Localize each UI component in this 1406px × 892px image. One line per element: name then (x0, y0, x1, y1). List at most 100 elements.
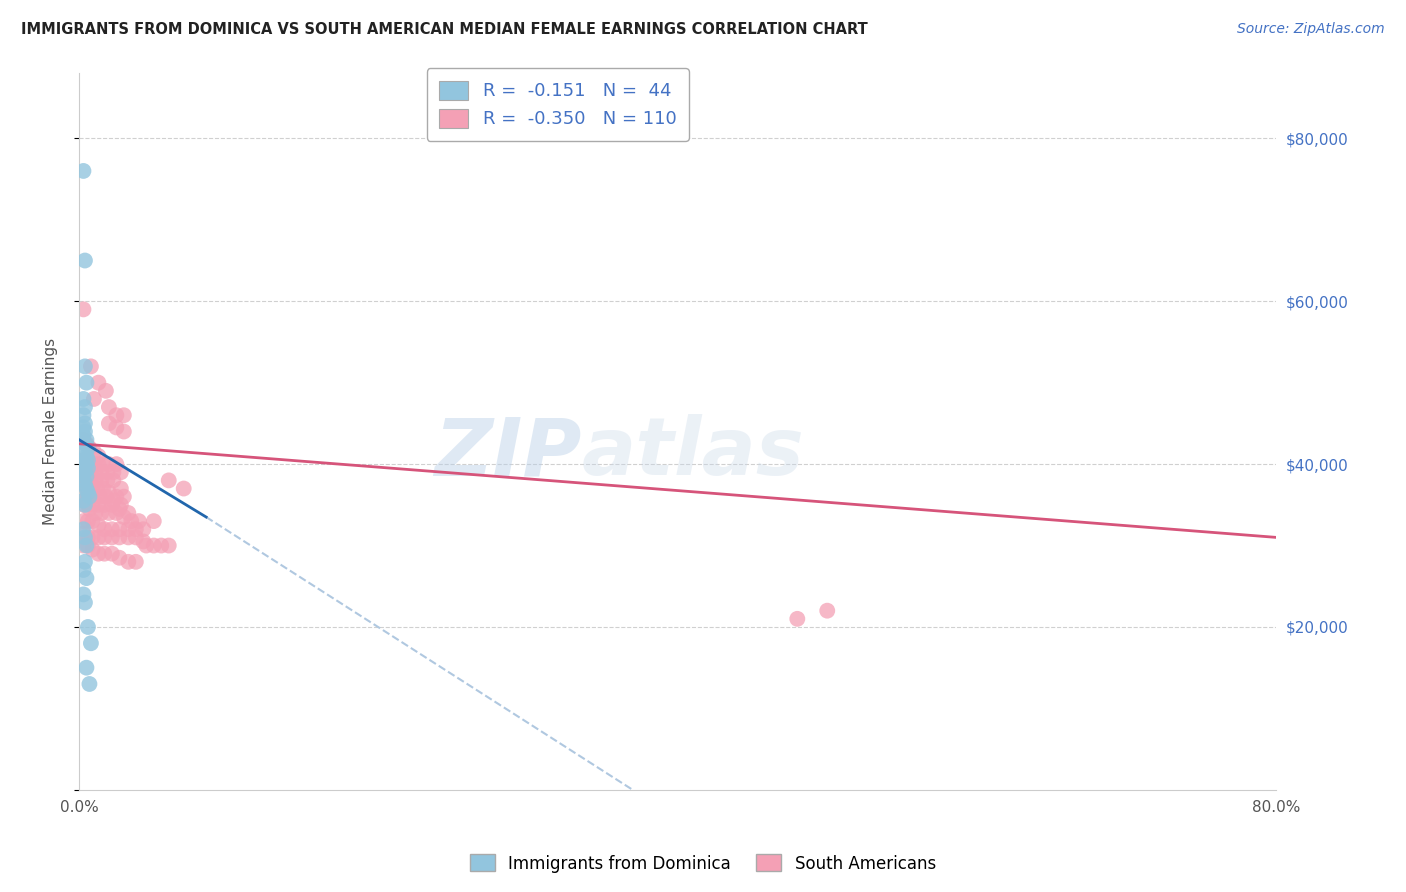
Point (87, 457, 110, 471)
Point (87, 498, 110, 512)
Point (73, 530, 96, 544)
Point (84, 474, 107, 488)
Point (82, 530, 104, 544)
Point (108, 530, 131, 544)
Point (73, 453, 96, 467)
Point (73, 400, 96, 414)
Point (77, 514, 100, 528)
Point (87, 547, 110, 561)
Point (105, 420, 128, 434)
Point (117, 522, 139, 536)
Point (786, 612, 808, 626)
Point (77, 482, 100, 496)
Point (125, 522, 148, 536)
Point (132, 522, 155, 536)
Point (142, 539, 165, 553)
Point (72, 445, 94, 459)
Point (150, 539, 173, 553)
Point (77, 498, 100, 512)
Point (79, 441, 101, 455)
Point (82, 498, 104, 512)
Point (79, 490, 101, 504)
Point (94, 384, 117, 398)
Point (135, 539, 157, 553)
Point (105, 457, 128, 471)
Point (73, 436, 96, 450)
Point (87, 376, 110, 390)
Point (97, 417, 120, 431)
Point (108, 550, 131, 565)
Point (80, 465, 103, 479)
Point (77, 485, 100, 500)
Point (77, 620, 100, 634)
Point (73, 359, 96, 374)
Point (87, 530, 110, 544)
Text: atlas: atlas (582, 414, 804, 492)
Point (72, 493, 94, 508)
Y-axis label: Median Female Earnings: Median Female Earnings (44, 338, 58, 525)
Point (97, 457, 120, 471)
Point (75, 433, 97, 447)
Point (103, 493, 125, 508)
Point (77, 461, 100, 475)
Point (80, 359, 103, 374)
Point (83, 457, 105, 471)
Point (97, 485, 120, 500)
Point (72, 563, 94, 577)
Point (90, 506, 112, 520)
Point (94, 490, 117, 504)
Point (75, 449, 97, 463)
Point (117, 555, 139, 569)
Point (132, 534, 155, 549)
Point (101, 547, 124, 561)
Point (72, 465, 94, 479)
Point (142, 514, 165, 528)
Point (101, 498, 124, 512)
Point (117, 506, 139, 520)
Point (73, 417, 96, 431)
Point (75, 539, 97, 553)
Point (87, 449, 110, 463)
Point (105, 506, 128, 520)
Point (73, 465, 96, 479)
Point (72, 164, 94, 178)
Point (112, 409, 135, 423)
Point (80, 636, 103, 650)
Point (73, 457, 96, 471)
Point (83, 490, 105, 504)
Point (73, 485, 96, 500)
Point (77, 441, 100, 455)
Point (157, 539, 180, 553)
Point (82, 482, 104, 496)
Point (110, 465, 132, 479)
Point (75, 474, 97, 488)
Point (73, 555, 96, 569)
Point (82, 542, 104, 557)
Point (97, 400, 120, 414)
Point (112, 425, 135, 439)
Point (75, 436, 97, 450)
Point (72, 514, 94, 528)
Point (79, 677, 101, 691)
Point (93, 530, 115, 544)
Point (79, 490, 101, 504)
Point (101, 522, 124, 536)
Point (173, 482, 195, 496)
Point (84, 506, 107, 520)
Point (72, 461, 94, 475)
Point (72, 498, 94, 512)
Point (75, 482, 97, 496)
Point (103, 465, 125, 479)
Point (89, 490, 111, 504)
Point (72, 409, 94, 423)
Point (72, 420, 94, 434)
Point (108, 502, 131, 516)
Point (91, 482, 114, 496)
Point (73, 498, 96, 512)
Point (87, 518, 110, 533)
Point (75, 571, 97, 585)
Point (86, 482, 108, 496)
Point (79, 457, 101, 471)
Point (157, 474, 180, 488)
Point (125, 555, 148, 569)
